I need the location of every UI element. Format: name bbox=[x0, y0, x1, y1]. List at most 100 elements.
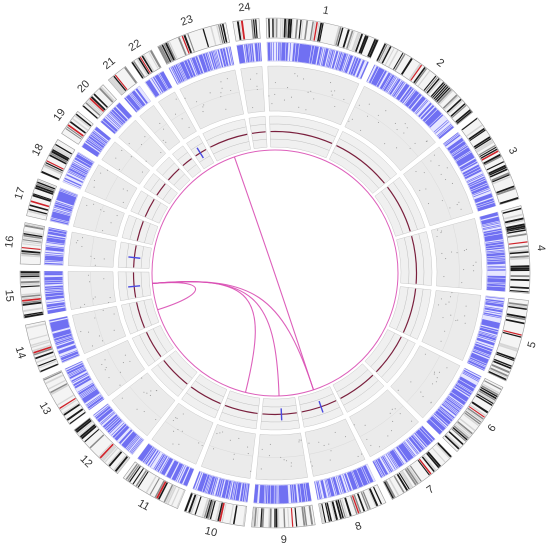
ideogram-band bbox=[465, 410, 482, 423]
cnv-gridline bbox=[150, 178, 160, 192]
ideogram-band bbox=[268, 508, 270, 528]
scatter-point bbox=[456, 204, 458, 206]
ideogram-band bbox=[393, 475, 405, 493]
ideogram-band bbox=[317, 22, 323, 42]
scatter-point bbox=[141, 171, 143, 173]
cnv-chr-7 bbox=[332, 363, 385, 413]
density-lines bbox=[82, 126, 111, 157]
scatter-point bbox=[172, 443, 174, 445]
scatter-chr-9 bbox=[255, 432, 308, 481]
ideogram-band bbox=[373, 486, 382, 505]
ideogram-band bbox=[367, 38, 377, 57]
ideogram-band bbox=[88, 99, 103, 114]
ideogram-band bbox=[145, 475, 157, 493]
cnv-line bbox=[375, 336, 402, 373]
ideogram-chr-23 bbox=[157, 22, 230, 65]
scatter-point bbox=[361, 453, 363, 455]
ideogram-band bbox=[74, 418, 91, 432]
scatter-point bbox=[377, 121, 380, 123]
ideogram-band bbox=[499, 344, 518, 352]
ideogram-band bbox=[251, 507, 256, 527]
scatter-point bbox=[103, 278, 105, 280]
ideogram-band bbox=[114, 455, 129, 472]
scatter-point bbox=[126, 190, 128, 192]
ideogram-band bbox=[22, 298, 41, 302]
chromosome-label-9: 9 bbox=[281, 534, 288, 546]
scatter-point bbox=[344, 436, 347, 438]
cnv-line bbox=[163, 360, 188, 385]
scatter-point bbox=[394, 122, 396, 125]
density-lines bbox=[479, 212, 506, 292]
scatter-point bbox=[446, 167, 448, 169]
scatter-gridline bbox=[106, 349, 127, 383]
ideogram-band bbox=[221, 503, 227, 522]
ideogram-band bbox=[163, 484, 174, 503]
ideogram-band bbox=[406, 467, 419, 485]
scatter-point bbox=[394, 408, 396, 410]
scatter-point bbox=[444, 330, 446, 332]
cnv-gridline bbox=[129, 217, 137, 240]
ideogram-band bbox=[357, 493, 366, 512]
scatter-point bbox=[387, 435, 389, 437]
cnv-gridline bbox=[381, 339, 409, 378]
scatter-point bbox=[464, 315, 466, 317]
ideogram-band bbox=[301, 506, 306, 526]
density-lines bbox=[236, 42, 262, 64]
scatter-point bbox=[440, 232, 442, 234]
cnv-chr-1 bbox=[269, 115, 340, 159]
scatter-point bbox=[203, 104, 205, 106]
ideogram-band bbox=[65, 128, 82, 140]
scatter-gridline bbox=[441, 292, 459, 352]
ideogram-band bbox=[479, 146, 497, 158]
scatter-point bbox=[334, 90, 336, 92]
ideogram-band bbox=[35, 186, 54, 195]
scatter-point bbox=[175, 98, 177, 100]
ideogram-band bbox=[29, 204, 49, 211]
scatter-gridline bbox=[244, 88, 264, 92]
ideogram-band bbox=[53, 147, 71, 158]
ideogram-band bbox=[459, 418, 476, 432]
density-lines bbox=[100, 102, 132, 134]
ideogram-band bbox=[29, 334, 48, 341]
scatter-point bbox=[305, 109, 307, 111]
scatter-point bbox=[411, 420, 413, 422]
cnv-gridline bbox=[125, 243, 130, 268]
ideogram-band bbox=[43, 371, 62, 381]
ideogram-band bbox=[294, 19, 299, 39]
ideogram-band bbox=[427, 79, 442, 95]
ideogram-band bbox=[187, 33, 195, 52]
scatter-point bbox=[143, 391, 145, 393]
ideogram-band bbox=[508, 304, 528, 309]
ideogram-band bbox=[409, 465, 422, 482]
ideogram-band bbox=[507, 229, 526, 234]
scatter-point bbox=[122, 362, 124, 364]
ideogram-band bbox=[100, 444, 116, 460]
cnv-gridline bbox=[370, 332, 396, 368]
cnv-line bbox=[167, 168, 180, 181]
chromosome-label-11: 11 bbox=[136, 497, 152, 513]
scatter-point bbox=[77, 239, 79, 242]
ideogram-band bbox=[107, 450, 121, 466]
ideogram-band bbox=[496, 187, 516, 196]
ideogram-band bbox=[50, 383, 68, 394]
ideogram-band bbox=[466, 409, 483, 422]
ideogram-band bbox=[22, 300, 42, 304]
scatter-chr-14 bbox=[72, 305, 127, 355]
cnv-gridline bbox=[418, 233, 425, 285]
scatter-point bbox=[456, 252, 458, 254]
scatter-point bbox=[103, 258, 105, 260]
ideogram-band bbox=[483, 153, 501, 165]
scatter-point bbox=[370, 444, 372, 446]
ideogram-band bbox=[240, 20, 246, 40]
ideogram-band bbox=[291, 19, 294, 39]
scatter-point bbox=[403, 132, 405, 134]
scatter-point bbox=[419, 189, 421, 191]
ideogram-band bbox=[256, 507, 259, 527]
ideogram-band bbox=[484, 380, 502, 390]
ideogram-band bbox=[275, 508, 278, 528]
scatter-point bbox=[145, 160, 147, 162]
scatter-point bbox=[256, 88, 258, 91]
ideogram-band bbox=[99, 87, 114, 103]
ideogram-band bbox=[20, 273, 40, 276]
cnv-line bbox=[301, 400, 337, 413]
